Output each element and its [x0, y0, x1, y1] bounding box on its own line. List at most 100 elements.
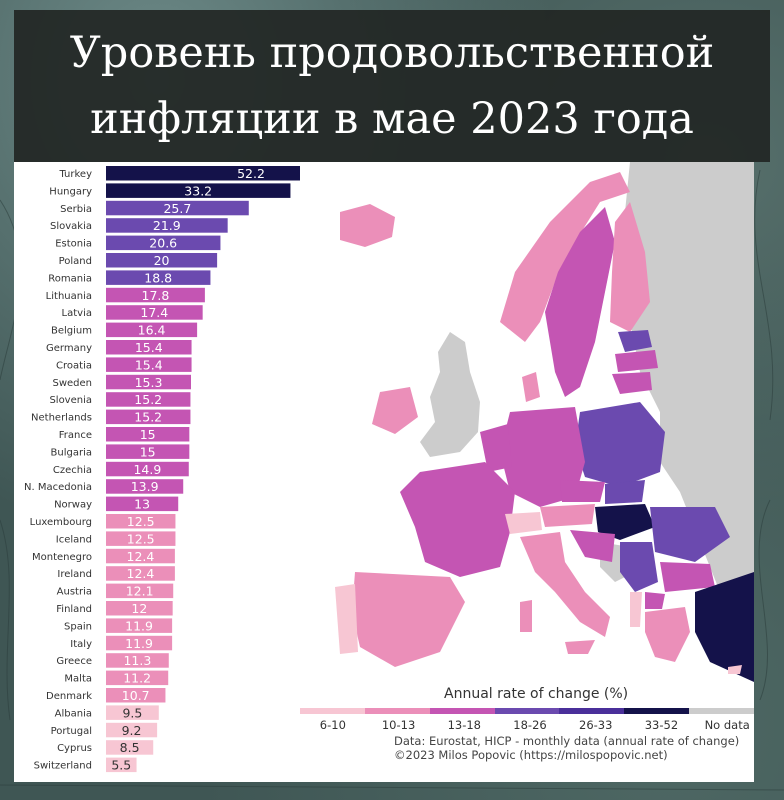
value-label: 52.2 — [237, 166, 265, 181]
legend-swatch-18-26 — [494, 708, 560, 714]
value-label: 12 — [131, 601, 147, 616]
bar — [106, 496, 179, 512]
value-label: 12.5 — [127, 531, 155, 546]
category-label: Bulgaria — [51, 447, 92, 458]
bar — [106, 461, 189, 477]
legend-label: 10-13 — [381, 718, 416, 732]
map-region-russia — [620, 162, 754, 632]
value-label: 9.2 — [122, 723, 142, 738]
map-region-sweden — [545, 207, 615, 397]
bar — [106, 531, 176, 546]
bar — [106, 653, 169, 668]
category-label: Estonia — [55, 239, 92, 250]
category-label: Hungary — [49, 186, 92, 197]
category-label: Cyprus — [57, 743, 92, 754]
category-label: France — [59, 430, 92, 441]
map-legend: Annual rate of change (%) 6-10 10-13 13-… — [300, 682, 755, 782]
source-credit: Data: Eurostat, HICP - monthly data (ann… — [394, 734, 754, 762]
map-region-uk — [420, 332, 480, 457]
value-label: 15.4 — [135, 357, 163, 372]
legend-swatch-no-data — [689, 708, 755, 714]
map-region-croatia — [570, 530, 615, 562]
value-label: 11.2 — [123, 671, 151, 686]
category-label: Germany — [46, 343, 92, 354]
bar — [106, 688, 166, 703]
bar — [106, 705, 159, 720]
value-label: 10.7 — [122, 688, 150, 703]
legend-swatch-33-52 — [624, 708, 690, 714]
map-region-finland — [610, 202, 650, 332]
value-label: 5.5 — [111, 758, 131, 773]
page-title: Уровень продовольственной инфляции в мае… — [14, 10, 770, 162]
category-label: Denmark — [46, 691, 92, 702]
bar — [106, 183, 291, 198]
legend-swatch-10-13 — [364, 708, 430, 714]
map-region-serbia — [620, 542, 658, 592]
map-region-romania — [650, 507, 730, 562]
bar — [106, 322, 198, 338]
legend-label: 6-10 — [319, 718, 346, 732]
category-label: Montenegro — [32, 552, 92, 563]
category-label: Czechia — [53, 465, 92, 476]
map-region-ireland — [372, 387, 418, 434]
category-label: Netherlands — [31, 413, 92, 424]
bar — [106, 270, 211, 285]
value-label: 12.5 — [127, 514, 155, 529]
source-line-1: Data: Eurostat, HICP - monthly data (ann… — [394, 734, 740, 748]
value-label: 15 — [140, 427, 156, 442]
value-label: 12.4 — [127, 549, 155, 564]
category-label: Spain — [64, 621, 92, 632]
category-label: Sweden — [52, 378, 92, 389]
bar — [106, 235, 221, 251]
value-label: 20.6 — [149, 236, 177, 251]
value-label: 25.7 — [163, 201, 191, 216]
value-label: 16.4 — [138, 323, 166, 338]
map-region-poland — [575, 402, 665, 487]
bar — [106, 722, 158, 738]
chart-panel: Turkey 52.2 Hungary 33.2 Serbia 25.7 Slovakia 2… — [14, 162, 755, 782]
category-label: Turkey — [58, 169, 92, 180]
category-label: Albania — [55, 708, 92, 719]
map-region-france — [400, 462, 515, 577]
value-label: 15.4 — [135, 340, 163, 355]
value-label: 11.9 — [125, 636, 153, 651]
bar — [106, 253, 218, 268]
bar — [106, 740, 154, 755]
value-label: 21.9 — [153, 218, 181, 233]
legend-label: 26-33 — [579, 718, 613, 732]
value-label: 12.4 — [127, 566, 155, 581]
value-label: 11.9 — [125, 618, 153, 633]
map-region-slovakia — [605, 480, 645, 504]
category-label: Croatia — [56, 360, 92, 371]
value-label: 17.4 — [140, 305, 168, 320]
map-region-iceland — [340, 204, 395, 247]
map-region-switzerland — [505, 512, 542, 534]
bar — [106, 166, 300, 181]
bar — [106, 548, 175, 564]
category-label: Serbia — [60, 204, 92, 215]
bar — [106, 514, 176, 529]
bar — [106, 444, 190, 459]
map-region-sicily — [565, 640, 595, 654]
map-region-north-macedonia — [645, 592, 665, 609]
category-label: Lithuania — [46, 291, 92, 302]
map-region-cyprus — [728, 665, 742, 674]
value-label: 15.3 — [135, 375, 163, 390]
category-label: Austria — [57, 587, 92, 598]
category-label: Greece — [56, 656, 92, 667]
value-label: 17.8 — [142, 288, 170, 303]
bar — [106, 566, 175, 581]
legend-swatch-6-10 — [300, 708, 365, 714]
value-label: 15.2 — [134, 392, 162, 407]
category-label: Finland — [56, 604, 92, 615]
source-line-2: ©2023 Milos Popovic (https://milospopovi… — [394, 748, 668, 762]
bar — [106, 635, 173, 651]
category-label: Luxembourg — [30, 517, 92, 528]
legend-label: 18-26 — [513, 718, 547, 732]
legend-label: 13-18 — [447, 718, 481, 732]
legend-swatch-26-33 — [559, 708, 625, 714]
map-region-albania — [630, 592, 642, 627]
category-label: N. Macedonia — [24, 482, 92, 493]
value-label: 12.1 — [126, 584, 154, 599]
value-label: 11.3 — [123, 653, 151, 668]
